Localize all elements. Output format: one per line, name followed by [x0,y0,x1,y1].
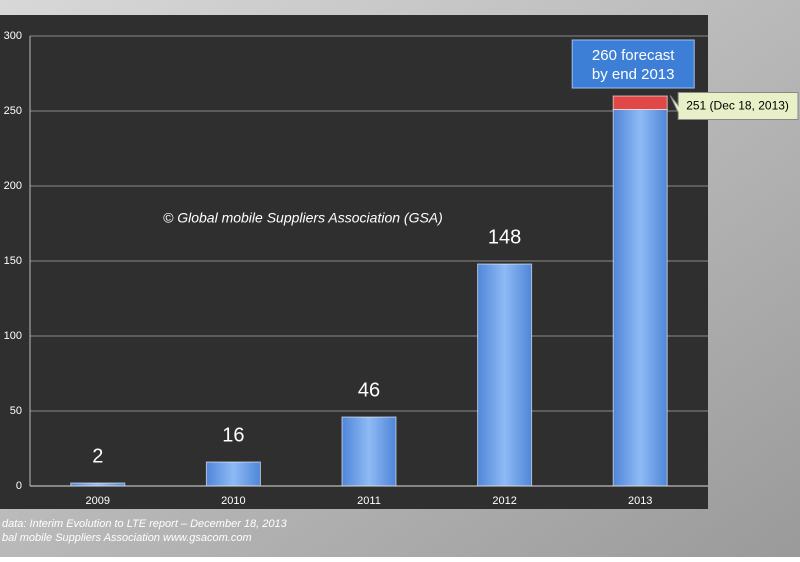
callout-box [669,92,799,120]
forecast-box [571,39,695,89]
x-tick-label: 2009 [86,495,110,507]
watermark: © Global mobile Suppliers Association (G… [163,210,443,226]
data-label: 46 [358,379,380,401]
bar [612,95,668,110]
bar [612,109,668,487]
y-tick-label: 300 [4,30,22,42]
y-tick-label: 250 [4,105,22,117]
y-tick-label: 0 [16,480,22,492]
forecast-annotation: 260 forecast [592,47,675,64]
y-tick-label: 50 [10,405,22,417]
y-tick-label: 100 [4,330,22,342]
x-tick-label: 2010 [221,495,245,507]
x-tick-label: 2013 [628,495,652,507]
x-tick-label: 2012 [492,495,516,507]
data-label: 251 (Dec 18, 2013) [686,99,789,113]
data-label: 148 [488,226,521,248]
bar [341,416,397,487]
data-label: 16 [222,424,244,446]
x-tick-label: 2011 [357,495,381,507]
y-tick-label: 200 [4,180,22,192]
source-line: data: Interim Evolution to LTE report – … [2,518,288,530]
data-label: 2 [92,445,103,467]
bar [205,461,261,487]
y-tick-label: 150 [4,255,22,267]
source-line: bal mobile Suppliers Association www.gsa… [2,532,252,544]
bar [477,263,533,487]
forecast-annotation: by end 2013 [592,66,675,83]
